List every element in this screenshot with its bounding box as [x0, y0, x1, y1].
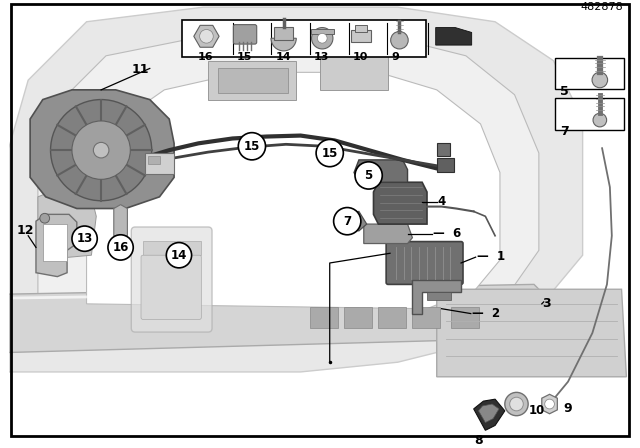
Bar	[378, 307, 406, 328]
Circle shape	[72, 121, 131, 179]
Circle shape	[108, 235, 133, 260]
Text: 5: 5	[365, 169, 372, 182]
Text: 3: 3	[542, 297, 550, 310]
Text: 16: 16	[113, 241, 129, 254]
Circle shape	[238, 133, 266, 160]
Bar	[143, 241, 202, 255]
Text: 9: 9	[391, 52, 399, 62]
Circle shape	[390, 31, 408, 49]
Text: 15: 15	[321, 146, 338, 159]
Bar	[344, 307, 372, 328]
Bar	[436, 158, 454, 172]
Text: 5: 5	[560, 85, 569, 98]
Circle shape	[317, 34, 327, 43]
Text: —  1: — 1	[477, 250, 505, 263]
Bar	[145, 153, 174, 174]
Bar	[556, 58, 624, 90]
Bar	[355, 25, 367, 32]
Text: 10: 10	[353, 52, 368, 62]
Text: 482878: 482878	[580, 2, 623, 12]
Text: 14: 14	[171, 249, 187, 262]
Bar	[148, 156, 159, 164]
Polygon shape	[30, 90, 174, 208]
Text: —  2: — 2	[472, 307, 500, 320]
Circle shape	[72, 226, 97, 251]
Text: 13: 13	[76, 232, 93, 245]
Polygon shape	[114, 205, 127, 239]
Polygon shape	[36, 214, 77, 276]
Bar	[182, 20, 426, 57]
Polygon shape	[364, 224, 412, 244]
Polygon shape	[9, 7, 582, 372]
Circle shape	[333, 207, 361, 235]
Polygon shape	[38, 177, 96, 260]
Polygon shape	[436, 289, 627, 377]
Text: 9: 9	[563, 402, 572, 415]
Circle shape	[355, 162, 382, 189]
Bar	[427, 292, 451, 300]
Circle shape	[200, 30, 213, 43]
Circle shape	[505, 392, 528, 416]
Polygon shape	[354, 160, 408, 182]
Text: 7: 7	[560, 125, 569, 138]
Bar	[320, 56, 388, 90]
Polygon shape	[9, 284, 554, 353]
Circle shape	[166, 242, 191, 268]
Circle shape	[593, 113, 607, 127]
Circle shape	[509, 397, 524, 411]
Text: 4: 4	[438, 195, 446, 208]
Bar	[451, 307, 479, 328]
Bar	[310, 307, 337, 328]
Polygon shape	[339, 211, 367, 231]
Bar	[274, 26, 293, 40]
Bar	[556, 98, 624, 129]
Wedge shape	[271, 38, 296, 51]
Polygon shape	[474, 399, 505, 430]
Bar	[351, 30, 371, 42]
Polygon shape	[436, 27, 472, 45]
Text: 13: 13	[314, 52, 330, 62]
Circle shape	[545, 399, 554, 409]
Text: 8: 8	[474, 434, 483, 447]
Polygon shape	[38, 36, 539, 343]
Circle shape	[40, 213, 49, 223]
Text: 7: 7	[343, 215, 351, 228]
Circle shape	[51, 99, 152, 201]
Text: 14: 14	[275, 52, 291, 62]
Circle shape	[592, 72, 607, 88]
Text: 12: 12	[17, 224, 34, 237]
Bar	[412, 307, 440, 328]
Bar	[218, 69, 288, 93]
Bar	[310, 29, 334, 34]
FancyBboxPatch shape	[386, 241, 463, 284]
Text: 10: 10	[529, 405, 545, 418]
Text: 11: 11	[131, 63, 148, 76]
Polygon shape	[194, 26, 219, 47]
Circle shape	[312, 27, 333, 49]
Text: —  6: — 6	[433, 227, 461, 240]
Text: 15: 15	[237, 52, 252, 62]
Circle shape	[316, 139, 343, 167]
Bar	[436, 143, 451, 156]
Circle shape	[93, 142, 109, 158]
Text: 15: 15	[244, 140, 260, 153]
Bar	[43, 224, 67, 261]
Polygon shape	[374, 182, 427, 224]
Polygon shape	[479, 404, 499, 422]
Polygon shape	[86, 72, 500, 309]
FancyBboxPatch shape	[131, 227, 212, 332]
FancyBboxPatch shape	[141, 255, 202, 319]
Text: 16: 16	[198, 52, 214, 62]
Bar	[208, 60, 296, 99]
Polygon shape	[542, 394, 557, 414]
FancyBboxPatch shape	[234, 25, 257, 44]
Polygon shape	[412, 280, 461, 314]
